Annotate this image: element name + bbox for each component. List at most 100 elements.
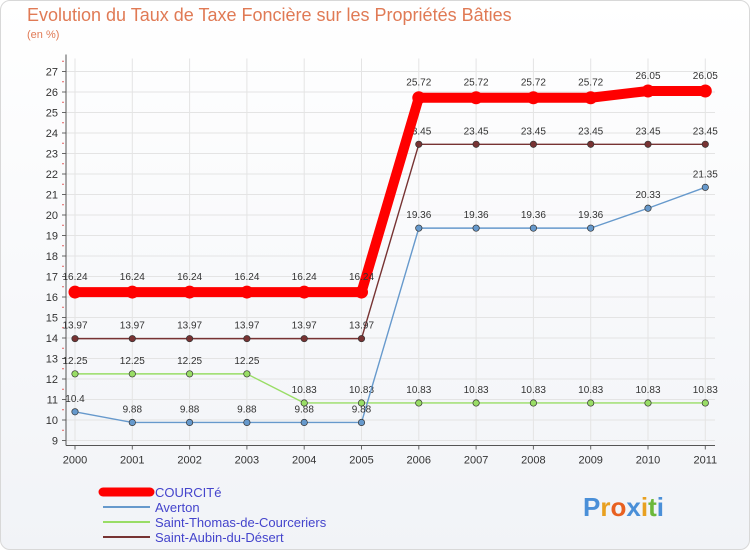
data-label: 16.24 — [62, 272, 87, 283]
x-tick-label: 2004 — [292, 455, 316, 467]
data-label: 23.45 — [464, 126, 489, 137]
data-label: 19.36 — [406, 210, 431, 221]
data-point — [357, 399, 366, 407]
data-point — [587, 399, 595, 407]
data-point — [701, 183, 709, 191]
series-line — [75, 85, 706, 298]
y-tick-label: 22 — [46, 169, 58, 181]
data-point — [183, 285, 197, 299]
y-tick-label: 23 — [46, 149, 58, 161]
gridlines — [66, 58, 715, 441]
chart-title: Evolution du Taux de Taxe Foncière sur l… — [27, 5, 512, 25]
x-tick-label: 2010 — [636, 455, 660, 467]
x-tick-label: 2011 — [693, 455, 717, 467]
data-point — [186, 370, 194, 378]
y-tick-label: 11 — [47, 395, 58, 407]
x-tick-label: 2007 — [464, 455, 488, 467]
x-tick-label: 2005 — [349, 455, 373, 467]
proxiti-logo: Proxiti — [583, 492, 664, 522]
legend-label: Saint-Aubin-du-Désert — [155, 530, 284, 545]
series-line — [74, 186, 706, 424]
logo-letter: r — [600, 492, 610, 522]
data-label: 16.24 — [234, 272, 259, 283]
logo-letter: t — [648, 492, 657, 522]
data-point — [240, 285, 254, 299]
data-label: 12.25 — [234, 356, 259, 367]
data-label: 26.05 — [635, 71, 660, 82]
data-point — [701, 140, 709, 148]
data-label: 16.24 — [292, 272, 317, 283]
data-label: 10.83 — [693, 385, 718, 396]
y-tick-label: 14 — [46, 333, 58, 345]
data-point — [412, 91, 426, 105]
y-tick-label: 17 — [46, 272, 58, 284]
data-label: 13.97 — [234, 321, 259, 332]
data-label: 10.83 — [578, 385, 603, 396]
logo-letter: o — [610, 492, 626, 522]
data-point — [68, 285, 82, 299]
data-point — [355, 285, 368, 299]
x-tick-label: 2009 — [578, 455, 602, 467]
x-tick-label: 2006 — [407, 455, 431, 467]
y-axis-unit: (en %) — [27, 29, 60, 41]
data-label: 23.45 — [521, 126, 546, 137]
y-tick-label: 10 — [46, 415, 58, 427]
data-point — [186, 335, 194, 343]
data-label: 13.97 — [177, 321, 202, 332]
data-point — [300, 335, 308, 343]
data-label: 10.83 — [521, 385, 546, 396]
y-tick-label: 16 — [46, 292, 58, 304]
x-tick-label: 2002 — [177, 455, 201, 467]
data-point — [701, 399, 709, 407]
data-label: 26.05 — [693, 71, 718, 82]
data-point — [529, 399, 537, 407]
x-tick-label: 2008 — [521, 455, 545, 467]
y-tick-label: 27 — [46, 67, 58, 79]
axes: 9 10 11 12 13 14 15 16 17 18 19 20 21 22 23 24 25 26 27 200… — [46, 54, 717, 467]
data-label: 12.25 — [177, 356, 202, 367]
data-label: 9.88 — [237, 404, 257, 415]
y-tick-label: 26 — [46, 87, 58, 99]
data-point — [243, 370, 251, 378]
legend-label: Averton — [155, 500, 200, 515]
data-point — [71, 370, 79, 378]
data-point — [415, 140, 423, 148]
data-point — [71, 408, 79, 416]
x-tick-label: 2000 — [63, 455, 87, 467]
data-point — [128, 418, 136, 427]
data-label: 23.45 — [635, 126, 660, 137]
data-point — [243, 418, 251, 427]
data-point — [125, 285, 139, 299]
legend: COURCITéAvertonSaint-Thomas-de-Courcerie… — [98, 485, 327, 545]
series-layer: 12.25 12.25 12.25 12.25 10.83 10.83 10.83 10.83… — [62, 71, 718, 427]
data-label: 19.36 — [464, 210, 489, 221]
y-tick-label: 19 — [46, 231, 58, 243]
data-point — [472, 140, 480, 148]
data-label: 13.97 — [292, 321, 317, 332]
data-point — [469, 91, 483, 105]
data-label: 13.97 — [120, 321, 145, 332]
data-label: 13.97 — [62, 321, 87, 332]
x-tick-label: 2003 — [235, 455, 259, 467]
data-point — [641, 84, 655, 98]
logo-letter: i — [641, 492, 648, 522]
data-label: 12.25 — [120, 356, 145, 367]
data-point — [587, 140, 595, 148]
series-line — [75, 143, 706, 340]
logo-text: Proxiti — [583, 492, 664, 522]
data-point — [698, 84, 712, 98]
y-tick-label: 21 — [46, 190, 58, 202]
series-2: 12.25 12.25 12.25 12.25 10.83 10.83 10.83 10.83… — [62, 356, 718, 407]
legend-label: Saint-Thomas-de-Courceriers — [155, 515, 327, 530]
data-point — [357, 418, 366, 427]
logo-letter: x — [626, 492, 641, 522]
data-point — [644, 204, 652, 212]
y-tick-label: 12 — [46, 374, 58, 386]
data-label: 16.24 — [349, 272, 374, 283]
data-label: 16.24 — [120, 272, 145, 283]
data-point — [415, 224, 423, 232]
data-point — [587, 224, 595, 232]
logo-letter: P — [583, 492, 600, 522]
data-label: 10.4 — [65, 394, 85, 405]
data-point — [357, 335, 366, 343]
